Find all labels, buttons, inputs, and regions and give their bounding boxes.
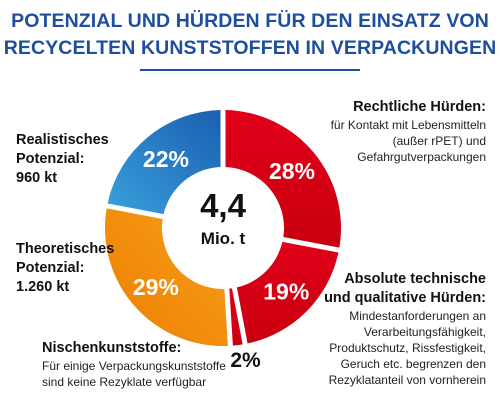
- label-niche-desc-2: sind keine Rezyklate verfügbar: [42, 375, 207, 389]
- slice-legal: [225, 110, 341, 248]
- title-line-2: RECYCELTEN KUNSTSTOFFEN IN VERPACKUNGEN: [3, 37, 497, 59]
- label-theoretical-3: 1.260 kt: [16, 279, 70, 295]
- label-technical-desc-1: Mindestanforderungen an: [349, 309, 486, 323]
- label-technical-heading-2: und qualitative Hürden:: [324, 290, 486, 306]
- label-realistic-3: 960 kt: [16, 170, 58, 186]
- slice-niche-percent: 2%: [230, 349, 261, 372]
- label-theoretical: Theoretisches Potenzial: 1.260 kt: [16, 240, 136, 297]
- label-realistic-2: Potenzial:: [16, 151, 85, 167]
- label-theoretical-2: Potenzial:: [16, 260, 85, 276]
- label-technical-desc-2: Verarbeitungsfähigkeit,: [363, 325, 486, 339]
- label-legal-desc-3: Gefahrgutverpackungen: [357, 150, 486, 164]
- title-line-1: POTENZIAL UND HÜRDEN FÜR DEN EINSATZ VON: [11, 10, 489, 32]
- label-technical-heading-1: Absolute technische: [344, 271, 486, 287]
- slice-legal-percent: 28%: [269, 158, 315, 184]
- chart-title: POTENZIAL UND HÜRDEN FÜR DEN EINSATZ VON…: [0, 8, 500, 62]
- label-legal-desc-2: (außer rPET) und: [392, 134, 486, 148]
- label-technical: Absolute technische und qualitative Hürd…: [286, 270, 486, 388]
- label-niche-desc-1: Für einige Verpackungskunststoffe: [42, 359, 226, 373]
- label-technical-desc-5: Rezyklatanteil von vornherein: [328, 373, 486, 387]
- slice-technical: [236, 241, 339, 344]
- label-niche-heading: Nischenkunststoffe:: [42, 340, 182, 356]
- slice-niche: [229, 288, 243, 346]
- label-technical-desc-4: Geruch etc. begrenzen den: [340, 357, 486, 371]
- label-legal-desc-1: für Kontakt mit Lebensmitteln: [330, 118, 486, 132]
- title-underline: [140, 69, 360, 71]
- label-realistic-1: Realistisches: [16, 132, 109, 148]
- label-realistic: Realistisches Potenzial: 960 kt: [16, 131, 136, 188]
- slice-technical-percent: 19%: [263, 278, 309, 304]
- center-value: 4,4: [200, 187, 247, 224]
- label-technical-desc-3: Produktschutz, Rissfestigkeit,: [329, 341, 486, 355]
- slice-theoretical-percent: 29%: [133, 274, 179, 300]
- slice-realistic: [107, 110, 221, 215]
- label-niche: Nischenkunststoffe: Für einige Verpackun…: [42, 339, 262, 390]
- label-theoretical-1: Theoretisches: [16, 241, 115, 257]
- label-legal: Rechtliche Hürden: für Kontakt mit Leben…: [286, 98, 486, 165]
- label-legal-heading: Rechtliche Hürden:: [353, 99, 486, 115]
- slice-realistic-percent: 22%: [143, 146, 189, 172]
- center-unit: Mio. t: [201, 229, 246, 248]
- slice-theoretical: [104, 208, 228, 346]
